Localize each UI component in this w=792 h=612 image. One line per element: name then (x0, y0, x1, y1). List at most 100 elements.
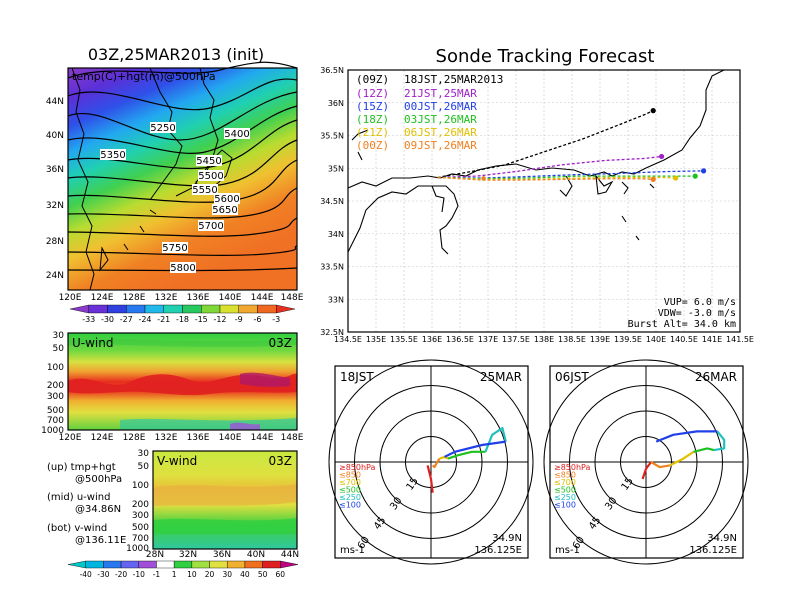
legend-code: (21Z) (356, 126, 389, 139)
contour-label: 5400 (224, 129, 249, 140)
lon-tick: 140E (219, 293, 242, 303)
wind-colorbar-label: 50 (258, 570, 268, 579)
lat-tick: 44N (46, 97, 64, 107)
hodo-ring (543, 359, 749, 565)
wind-colorbar-cell (138, 560, 157, 569)
p-tick: 200 (132, 500, 149, 510)
track-y-tick: 35N (328, 164, 344, 173)
hodo-legend-item: ≤850 (339, 471, 361, 480)
map-field-label: temp(C)+hgt(m)@500hPa (72, 70, 216, 83)
wind-colorbar-cell (280, 560, 299, 569)
temp-colorbar-cell (144, 304, 164, 314)
contour-label: 5700 (198, 221, 223, 232)
track-y-tick: 34N (328, 230, 344, 239)
temp-colorbar-label: -24 (138, 315, 151, 324)
track-line (437, 176, 676, 181)
wind-colorbar-label: -30 (97, 570, 109, 579)
hodo-date: 25MAR (480, 370, 522, 384)
height-contour-labels: 5250 5400 5350 5450 5500 5550 5600 5650 … (100, 122, 250, 274)
track-x-tick: 135.5E (390, 335, 418, 344)
u-wind-label: U-wind (72, 336, 113, 350)
track-line (437, 175, 696, 180)
lon-tick: 148E (281, 293, 304, 303)
lon-tick: 140E (219, 433, 242, 443)
track-x-tick: 136E (422, 335, 442, 344)
lon-tick: 124E (91, 433, 114, 443)
p-tick: 1000 (41, 426, 64, 436)
temp-colorbar-label: -9 (235, 315, 243, 324)
hodo-unit: ms-1 (555, 545, 580, 556)
lon-tick: 120E (59, 433, 82, 443)
hodo-trace (693, 447, 715, 453)
temp-colorbar-label: -3 (272, 315, 280, 324)
contour-label: 5550 (192, 185, 217, 196)
track-y-tick: 34.5N (320, 197, 344, 206)
contour-label: 5650 (212, 205, 237, 216)
hodo-trace (444, 440, 506, 458)
track-marker (481, 176, 486, 181)
wind-colorbar-cell (156, 560, 175, 569)
p-tick: 500 (47, 406, 64, 416)
hodo-legend-item: ≥850hPa (554, 463, 591, 472)
wind-colorbar-label: -20 (115, 570, 127, 579)
hodo-lon: 136.125E (474, 545, 522, 556)
track-y-tick: 32.5N (320, 328, 344, 337)
hodo-lat: 34.9N (492, 533, 522, 544)
track-x-tick: 141.5E (726, 335, 754, 344)
upper-left-lat-ticks: 44N 40N 36N 32N 28N 24N (46, 97, 64, 281)
legend-code: (00Z) (356, 139, 389, 152)
track-x-tick: 136.5E (446, 335, 474, 344)
lat-tick: 40N (46, 131, 64, 141)
descent-rate: VDW= -3.0 m/s (658, 308, 736, 319)
temp-colorbar-label: -27 (120, 315, 133, 324)
p-tick: 500 (132, 523, 149, 533)
track-x-tick: 138.5E (558, 335, 586, 344)
temp-colorbar-cell (107, 304, 127, 314)
p-tick: 1000 (126, 544, 149, 554)
section-notes: (up) tmp+hgt @500hPa (mid) u-wind @34.86… (47, 462, 126, 546)
hodo-legend-item: ≤500 (339, 486, 361, 495)
lon-tick: 120E (59, 293, 82, 303)
wind-colorbar-label: 30 (222, 570, 232, 579)
track-x-tick: 139E (590, 335, 610, 344)
lon-tick: 136E (187, 293, 210, 303)
contour-label: 5500 (198, 171, 223, 182)
lat-tick: 36N (213, 550, 231, 560)
temp-colorbar-cell (126, 304, 146, 314)
p-tick: 50 (53, 344, 65, 354)
hodo-legend-item: ≤700 (554, 478, 576, 487)
wind-colorbar-label: 40 (240, 570, 250, 579)
hodo-trace (669, 450, 695, 467)
track-endpoint (650, 176, 656, 182)
track-y-tick: 33N (328, 295, 344, 304)
temp-colorbar-cell (238, 304, 258, 314)
wind-colorbar-cell (103, 560, 122, 569)
lon-tick: 144E (251, 293, 274, 303)
burst-altitude: Burst Alt= 34.0 km (628, 319, 736, 330)
wind-colorbar-cell (244, 560, 263, 569)
lat-tick: 36N (46, 165, 64, 175)
contour-label: 5600 (214, 194, 239, 205)
wind-colorbar-cell (173, 560, 193, 569)
hodo-trace (713, 430, 726, 452)
hodo-time: 18JST (340, 370, 374, 384)
contour-label: 5250 (150, 123, 175, 134)
wind-colorbar-label: -40 (80, 570, 92, 579)
note-line: (up) tmp+hgt (47, 462, 116, 473)
note-line: @136.11E (75, 535, 126, 546)
legend-text: 18JST,25MAR2013 (404, 73, 503, 86)
track-x-tick: 140E (646, 335, 666, 344)
track-x-tick: 138E (534, 335, 554, 344)
ascent-rate: VUP= 6.0 m/s (664, 297, 736, 308)
hodo-trace (447, 450, 486, 460)
wind-colorbar-label: -10 (133, 570, 145, 579)
temp-colorbar-cell (201, 304, 221, 314)
track-x-tick: 139.5E (614, 335, 642, 344)
lon-tick: 136E (187, 433, 210, 443)
wind-colorbar-label: 20 (205, 570, 215, 579)
p-tick: 100 (47, 363, 64, 373)
track-y-tick: 36N (328, 99, 344, 108)
temp-colorbar-label: -21 (157, 315, 170, 324)
hodo-trace (426, 465, 434, 493)
lat-tick: 24N (46, 271, 64, 281)
